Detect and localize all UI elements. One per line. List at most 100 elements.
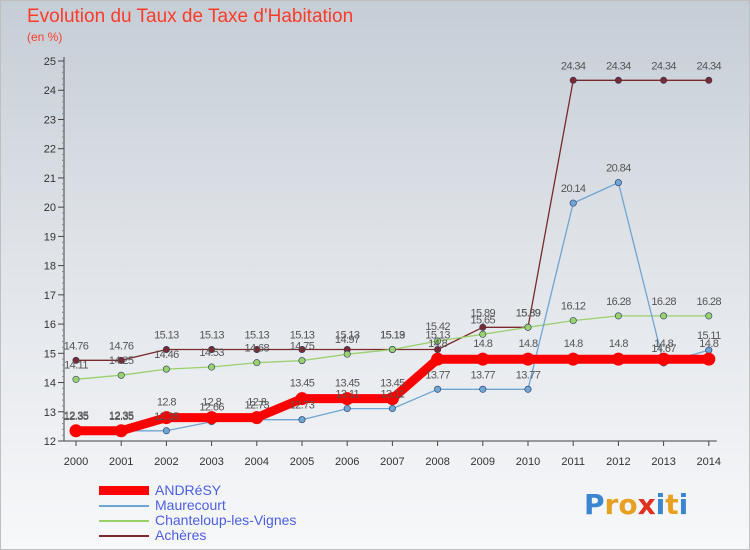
y-tick-label: 13 <box>44 407 56 419</box>
data-label: 13.45 <box>335 378 360 390</box>
data-point <box>159 411 173 425</box>
data-label: 15.13 <box>380 330 405 342</box>
data-label: 14.75 <box>290 341 315 353</box>
data-point <box>208 363 216 371</box>
data-label: 12.35 <box>64 411 89 423</box>
x-tick-label: 2012 <box>606 456 630 468</box>
data-label: 15.13 <box>335 330 360 342</box>
data-label: 14.8 <box>699 338 718 350</box>
data-label: 15.13 <box>425 330 450 342</box>
data-label: 14.97 <box>335 334 360 346</box>
data-label: 13.77 <box>471 369 496 381</box>
data-point <box>114 424 128 438</box>
x-tick-label: 2001 <box>109 456 133 468</box>
logo-letter: x <box>637 488 656 521</box>
y-tick-label: 14 <box>44 378 56 390</box>
data-label: 12.73 <box>290 400 315 412</box>
data-label: 15.89 <box>516 307 541 319</box>
logo-letter: i <box>655 488 666 521</box>
data-point <box>614 179 622 187</box>
data-point <box>524 323 532 331</box>
x-tick-label: 2003 <box>199 456 223 468</box>
data-label: 13.45 <box>290 378 315 390</box>
x-tick-label: 2011 <box>561 456 585 468</box>
data-point <box>660 76 668 84</box>
x-tick-label: 2008 <box>425 456 449 468</box>
data-point <box>295 392 309 406</box>
legend-label: Achères <box>155 527 207 543</box>
data-label: 15.11 <box>697 330 721 342</box>
data-label: 14.46 <box>154 349 179 361</box>
legend-swatch <box>99 486 149 495</box>
data-label: 13.11 <box>381 389 405 401</box>
data-label: 15.13 <box>199 330 224 342</box>
data-label: 14.8 <box>609 338 628 350</box>
y-tick-label: 21 <box>44 173 56 185</box>
data-point <box>253 346 261 354</box>
data-point <box>566 352 580 366</box>
data-point <box>476 352 490 366</box>
data-point <box>72 356 80 364</box>
data-point <box>69 424 83 438</box>
x-tick-label: 2009 <box>471 456 495 468</box>
data-label: 14.8 <box>518 338 537 350</box>
data-label: 14.8 <box>428 338 447 350</box>
y-tick-label: 12 <box>44 436 56 448</box>
chart-title: Evolution du Taux de Taxe d'Habitation <box>27 6 354 27</box>
y-tick-label: 24 <box>44 85 56 97</box>
data-label: 24.34 <box>606 60 631 72</box>
y-tick-label: 16 <box>44 319 56 331</box>
data-point <box>162 346 170 354</box>
data-point <box>431 352 445 366</box>
data-label: 12.8 <box>157 397 176 409</box>
series-ach-res <box>72 76 713 364</box>
data-label: 14.8 <box>654 338 673 350</box>
data-label: 15.89 <box>471 307 496 319</box>
x-tick-label: 2006 <box>335 456 359 468</box>
data-point <box>162 365 170 373</box>
data-point <box>117 371 125 379</box>
data-point <box>434 385 442 393</box>
data-label: 15.42 <box>425 321 450 333</box>
data-point <box>298 357 306 365</box>
data-label: 24.34 <box>561 60 586 72</box>
data-point <box>657 352 671 366</box>
data-point <box>388 346 396 354</box>
data-label: 20.84 <box>606 163 631 175</box>
chart-data-labels: 14.76 14.76 15.13 15.13 15.13 15.13 15.13 15.13… <box>64 60 722 422</box>
legend-swatch <box>99 519 149 522</box>
legend-swatch <box>99 534 149 537</box>
legend-item: Chanteloup-les-Vignes <box>99 513 296 528</box>
x-tick-label: 2000 <box>64 456 88 468</box>
data-label: 14.76 <box>109 340 134 352</box>
logo-letter: o <box>618 488 638 521</box>
legend-item: Maurecourt <box>99 498 296 513</box>
legend-label: Chanteloup-les-Vignes <box>155 512 297 528</box>
x-tick-label: 2004 <box>245 456 269 468</box>
y-tick-label: 18 <box>44 261 56 273</box>
data-label: 16.28 <box>697 296 722 308</box>
data-point <box>524 385 532 393</box>
logo-letter: r <box>604 488 619 521</box>
y-tick-label: 17 <box>44 290 56 302</box>
data-label: 14.67 <box>651 343 676 355</box>
logo-letter: P <box>584 488 605 521</box>
data-label: 12.73 <box>245 400 270 412</box>
y-tick-label: 20 <box>44 202 56 214</box>
data-label: 14.8 <box>473 338 492 350</box>
x-tick-label: 2013 <box>651 456 675 468</box>
data-point <box>72 375 80 383</box>
legend-label: Maurecourt <box>155 497 226 513</box>
data-point <box>479 385 487 393</box>
data-point <box>298 346 306 354</box>
data-point <box>569 317 577 325</box>
data-point <box>614 312 622 320</box>
legend-swatch <box>99 504 149 507</box>
x-tick-label: 2014 <box>697 456 721 468</box>
data-point <box>569 199 577 207</box>
y-tick-label: 15 <box>44 348 56 360</box>
data-label: 12.8 <box>247 397 266 409</box>
data-label: 24.34 <box>651 60 676 72</box>
data-label: 15.89 <box>516 307 541 319</box>
